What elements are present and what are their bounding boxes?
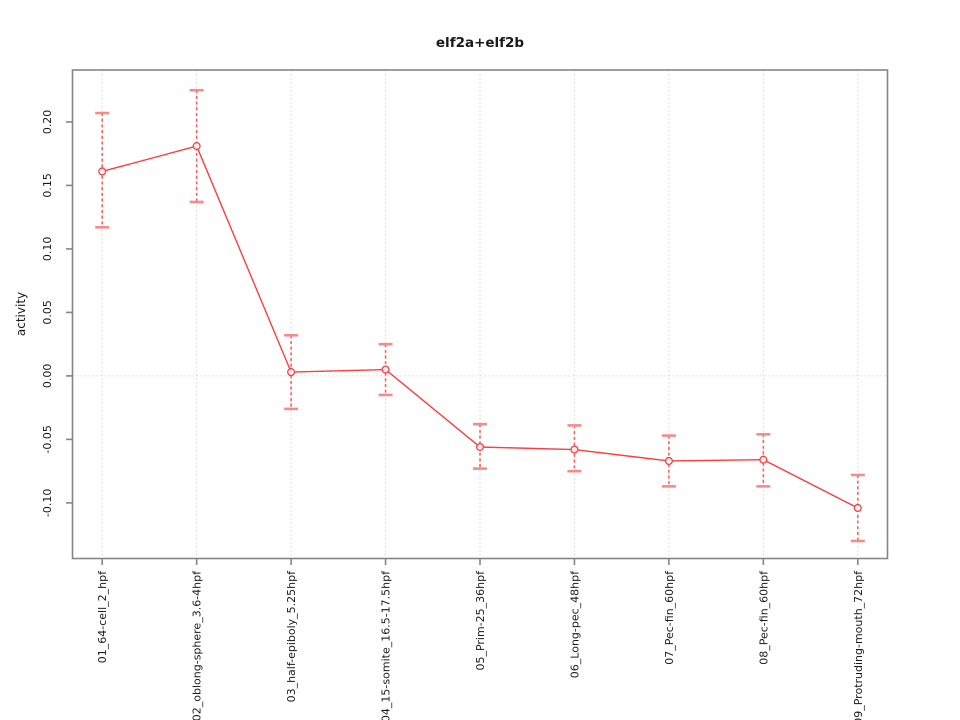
gridlines-layer xyxy=(72,70,888,559)
x-tick-label: 06_Long-pec_48hpf xyxy=(568,570,581,678)
x-tick-label: 02_oblong-sphere_3.6-4hpf xyxy=(191,570,204,720)
y-tick-label: 0.00 xyxy=(41,364,54,389)
data-point-marker xyxy=(381,365,390,374)
data-point-marker xyxy=(664,456,673,466)
y-tick-label: 0.15 xyxy=(41,173,54,198)
y-tick-label: 0.10 xyxy=(41,237,54,262)
data-point-marker xyxy=(192,142,201,151)
x-tick-label: 09_Protruding-mouth_72hpf xyxy=(852,570,865,720)
data-point-marker xyxy=(853,503,862,513)
data-point-marker xyxy=(98,167,107,176)
axis-tick-labels-layer: 0.20 0.15 0.10 0.05 0.00 -0.05 -0.10 01_64-cell… xyxy=(41,110,865,720)
chart-title: elf2a+elf2b xyxy=(436,35,525,51)
x-tick-label: 05_Prim-25_36hpf xyxy=(474,570,487,671)
y-axis-title: activity xyxy=(14,292,28,336)
x-tick-label: 04_15-somite_16.5-17.5hpf xyxy=(380,570,393,720)
data-markers-layer xyxy=(98,142,862,513)
error-bars-layer xyxy=(95,88,865,543)
y-tick-label: 0.05 xyxy=(41,300,54,325)
x-tick-label: 03_half-epiboly_5.25hpf xyxy=(285,570,298,703)
data-point-marker xyxy=(759,455,768,464)
x-tick-label: 07_Pec-fin_60hpf xyxy=(663,570,676,665)
x-tick-label: 01_64-cell_2_hpf xyxy=(96,570,109,663)
x-tick-label: 08_Pec-fin_60hpf xyxy=(757,570,770,665)
y-tick-label: 0.20 xyxy=(41,110,54,135)
data-point-marker xyxy=(570,445,579,454)
axis-ticks-layer xyxy=(66,121,859,565)
y-tick-label: -0.10 xyxy=(41,489,54,517)
data-point-marker xyxy=(287,368,296,377)
data-point-marker xyxy=(475,442,485,452)
y-tick-label: -0.05 xyxy=(41,425,54,453)
